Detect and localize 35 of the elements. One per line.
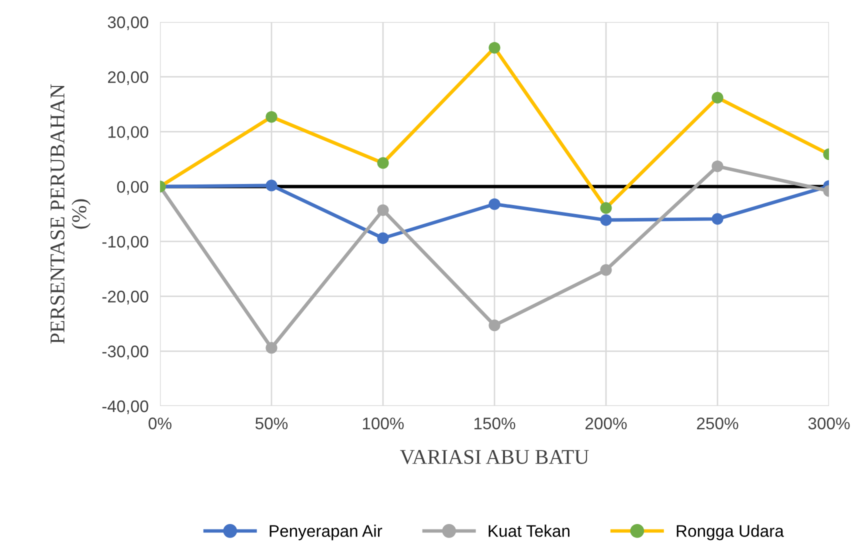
x-tick-label: 200% <box>586 418 627 430</box>
point <box>712 160 724 172</box>
x-tick-label: 100% <box>362 418 404 430</box>
x-tick-label: 300% <box>808 418 850 430</box>
point <box>488 320 500 332</box>
point <box>712 213 724 225</box>
point <box>488 42 500 54</box>
point <box>712 92 724 104</box>
legend-label: Kuat Tekan <box>488 524 570 537</box>
point <box>266 342 278 354</box>
point <box>488 198 500 210</box>
y-tick-label: 20,00 <box>108 71 148 86</box>
x-tick-label: 50% <box>255 418 288 430</box>
x-tick-label: 0% <box>148 418 172 430</box>
y-axis-title: PERSENTASE PERUBAHAN (%) <box>50 84 91 344</box>
y-tick-label: 30,00 <box>108 16 148 30</box>
legend-label: Rongga Udara <box>676 524 784 540</box>
point <box>600 264 612 276</box>
point <box>377 157 389 169</box>
y-tick-label: -30,00 <box>102 346 148 360</box>
legend-label: Penyerapan Air <box>270 524 382 540</box>
point <box>266 111 278 123</box>
point <box>600 214 612 226</box>
y-tick-label: -20,00 <box>102 290 148 304</box>
y-tick-label: 10,00 <box>108 126 148 140</box>
point <box>600 202 612 214</box>
y-tick-label: 0,00 <box>117 180 148 195</box>
x-tick-label: 150% <box>474 418 516 430</box>
x-axis-title: VARIASI ABU BATU <box>400 450 589 464</box>
y-tick-label: -10,00 <box>102 236 148 250</box>
point <box>266 180 278 192</box>
x-tick-label: 250% <box>697 418 738 430</box>
point <box>377 204 389 216</box>
point <box>377 232 389 244</box>
y-tick-label: -40,00 <box>102 400 148 414</box>
